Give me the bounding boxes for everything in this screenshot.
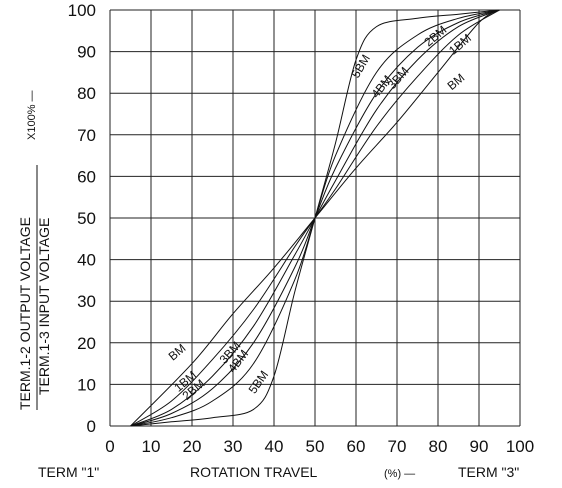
- y-tick-label: 70: [77, 126, 96, 145]
- x-tick-label: 50: [306, 437, 325, 456]
- y-tick-label: 0: [87, 417, 96, 436]
- y-axis-label-denominator: TERM.1-3 INPUT VOLTAGE: [36, 218, 52, 395]
- x-tick-label: 40: [265, 437, 284, 456]
- x-tick-label: 30: [224, 437, 243, 456]
- curve-label-2bm: 2BM: [421, 23, 449, 50]
- curve-5bm: [130, 9, 500, 427]
- y-tick-label: 90: [77, 43, 96, 62]
- term-right-label: TERM "3": [458, 464, 519, 480]
- curve-label-bm: BM: [166, 341, 189, 363]
- term-left-label: TERM "1": [38, 464, 99, 480]
- x-tick-label: 90: [470, 437, 489, 456]
- y-tick-label: 50: [77, 209, 96, 228]
- x-tick-label: 0: [105, 437, 114, 456]
- x-tick-label: 60: [347, 437, 366, 456]
- curve-label-5bm: 5BM: [349, 52, 373, 80]
- y-tick-label: 100: [68, 1, 96, 20]
- x-tick-label: 70: [388, 437, 407, 456]
- y-tick-label: 60: [77, 167, 96, 186]
- y-tick-label: 10: [77, 375, 96, 394]
- x-tick-label: 80: [429, 437, 448, 456]
- y-axis-label-numerator: TERM.1-2 OUTPUT VOLTAGE: [17, 217, 33, 410]
- grid: [109, 9, 521, 427]
- y-tick-label: 20: [77, 334, 96, 353]
- curve-label-1bm: 1BM: [446, 31, 474, 58]
- x-tick-label: 100: [506, 437, 534, 456]
- y-axis-multiplier: X100% —: [26, 90, 38, 140]
- x-tick-label: 20: [183, 437, 202, 456]
- curve-bm: [130, 9, 500, 427]
- y-tick-labels: 0 10 20 30 40 50 60 70 80 90 100: [68, 1, 96, 436]
- y-tick-label: 40: [77, 251, 96, 270]
- x-tick-label: 10: [142, 437, 161, 456]
- x-axis-unit: (%) —: [384, 468, 415, 480]
- taper-curves: [130, 9, 500, 427]
- curve-label-bm: BM: [445, 71, 468, 93]
- x-tick-labels: 0 10 20 30 40 50 60 70 80 90 100: [105, 437, 534, 456]
- y-tick-label: 30: [77, 292, 96, 311]
- x-axis-label: ROTATION TRAVEL: [190, 464, 318, 480]
- y-tick-label: 80: [77, 84, 96, 103]
